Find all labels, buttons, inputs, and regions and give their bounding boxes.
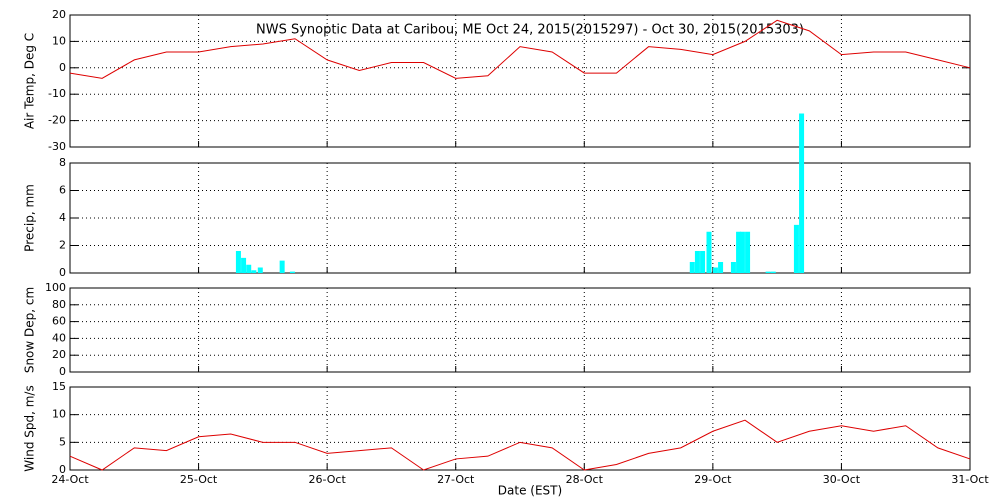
bar — [279, 260, 285, 273]
x-tick-label: 24-Oct — [51, 473, 89, 486]
y-tick-label: 0 — [59, 365, 66, 378]
bar — [745, 231, 751, 273]
bar — [799, 113, 805, 273]
plot-frame — [69, 162, 971, 274]
plot-frame — [69, 14, 971, 148]
y-tick-label: 15 — [52, 380, 66, 393]
y-tick-label: 4 — [59, 211, 66, 224]
plot-frame — [69, 386, 971, 471]
line — [69, 19, 971, 79]
y-tick-label: -30 — [48, 140, 66, 153]
bar — [706, 231, 712, 273]
bar — [730, 262, 736, 273]
y-tick-label: 10 — [52, 34, 66, 47]
y-tick-label: 80 — [52, 298, 66, 311]
bar — [700, 251, 706, 273]
y-tick-label: 0 — [59, 463, 66, 476]
bar — [235, 251, 241, 273]
y-tick-label: 5 — [59, 435, 66, 448]
x-tick-label: 28-Oct — [566, 473, 604, 486]
y-tick-label: 20 — [52, 348, 66, 361]
x-tick-label: 27-Oct — [437, 473, 475, 486]
bar — [736, 231, 742, 273]
bar — [712, 267, 718, 273]
y-tick-label: 2 — [59, 239, 66, 252]
y-tick-label: 6 — [59, 184, 66, 197]
bar — [770, 271, 776, 273]
x-tick-label: 30-Oct — [823, 473, 861, 486]
y-tick-label: 0 — [59, 266, 66, 279]
bar — [241, 257, 247, 273]
bar — [251, 270, 257, 273]
x-tick-label: 25-Oct — [180, 473, 218, 486]
chart-title: NWS Synoptic Data at Caribou, ME Oct 24,… — [256, 23, 804, 38]
plot-frame — [69, 287, 971, 373]
y-axis-label: Snow Dep, cm — [23, 287, 37, 373]
x-tick-label: 26-Oct — [308, 473, 346, 486]
bar — [246, 264, 252, 273]
bar — [289, 271, 295, 273]
y-tick-label: 10 — [52, 408, 66, 421]
y-axis-label: Air Temp, Deg C — [23, 33, 37, 129]
x-tick-label: 29-Oct — [694, 473, 732, 486]
y-tick-label: 60 — [52, 315, 66, 328]
bar — [689, 262, 695, 273]
y-tick-label: 100 — [45, 281, 66, 294]
y-tick-label: 0 — [59, 61, 66, 74]
y-axis-label: Wind Spd, m/s — [23, 385, 37, 471]
bar — [718, 262, 724, 273]
bar — [739, 231, 745, 273]
x-tick-label: 31-Oct — [951, 473, 989, 486]
x-axis-label: Date (EST) — [498, 484, 562, 498]
y-tick-label: -20 — [48, 114, 66, 127]
bar — [694, 251, 700, 273]
y-tick-label: 40 — [52, 331, 66, 344]
bar — [257, 267, 263, 273]
y-tick-label: 8 — [59, 156, 66, 169]
bar — [793, 224, 799, 273]
y-tick-label: -10 — [48, 87, 66, 100]
y-axis-label: Precip, mm — [23, 184, 37, 252]
bar — [765, 271, 771, 273]
y-tick-label: 20 — [52, 8, 66, 21]
line — [69, 419, 971, 471]
